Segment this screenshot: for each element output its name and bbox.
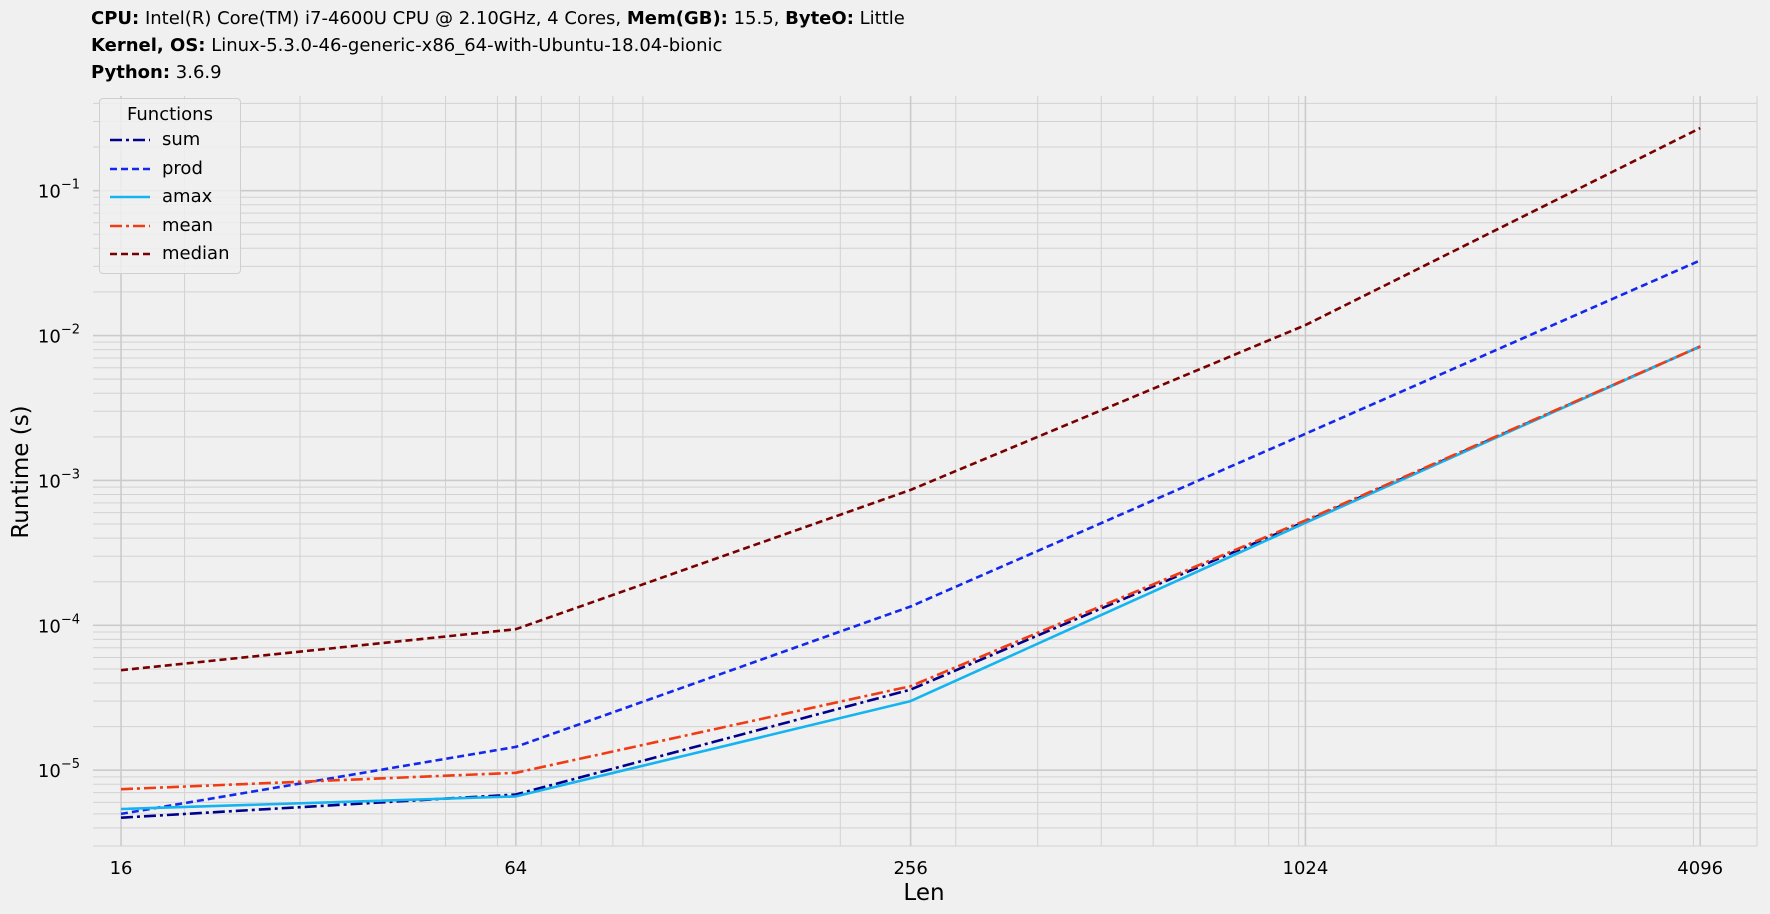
legend: Functions sum prod amax mean median	[99, 98, 241, 274]
header-value: 15.5,	[727, 8, 786, 29]
legend-swatch	[110, 195, 150, 199]
x-tick-label: 4096	[1677, 858, 1723, 879]
header-key: Python	[91, 62, 163, 83]
header-sep: :	[720, 8, 728, 29]
header-key: ByteO	[785, 8, 847, 29]
series-line-sum	[120, 345, 1701, 819]
x-tick-label: 16	[110, 858, 133, 879]
y-tick-label: 10−4	[38, 612, 80, 637]
y-tick-label: 10−3	[38, 467, 80, 492]
tick-labels: 16 64 256 1024 4096 10−5 10−4 10−3 10−2 10−1	[38, 178, 1723, 879]
y-tick-label: 10−2	[38, 323, 80, 348]
header-key: Kernel, OS	[91, 35, 199, 56]
series-line-mean	[120, 345, 1701, 791]
header-line-python: Python: 3.6.9	[91, 62, 222, 84]
legend-title: Functions	[127, 104, 213, 125]
y-axis-label: Runtime (s)	[8, 405, 34, 538]
header-sep: :	[198, 35, 206, 56]
header-key: Mem(GB)	[626, 8, 721, 29]
legend-swatch	[110, 138, 150, 142]
legend-swatch	[110, 167, 150, 170]
header-key: CPU	[91, 8, 133, 29]
header-value: Intel(R) Core(TM) i7-4600U CPU @ 2.10GHz…	[139, 8, 627, 29]
y-tick-label: 10−5	[38, 757, 80, 782]
series-line-amax	[120, 345, 1701, 811]
grid-lines	[93, 96, 1758, 847]
header-value: 3.6.9	[170, 62, 222, 83]
header-sep: :	[162, 62, 171, 83]
series-lines	[120, 126, 1701, 819]
header-sep: :	[132, 8, 140, 29]
header-value: Linux-5.3.0-46-generic-x86_64-with-Ubunt…	[205, 35, 723, 56]
header-line-kernel: Kernel, OS: Linux-5.3.0-46-generic-x86_6…	[91, 35, 722, 57]
series-line-median	[120, 126, 1701, 672]
header-value: Little	[853, 8, 905, 29]
legend-label: mean	[162, 214, 214, 236]
legend-label: sum	[162, 129, 201, 150]
legend-label: median	[162, 243, 230, 264]
series-line-prod	[120, 259, 1701, 816]
legend-swatch	[110, 252, 150, 256]
legend-swatch	[110, 224, 150, 227]
x-axis-label: Len	[903, 880, 944, 906]
y-tick-label: 10−1	[38, 178, 80, 203]
x-tick-label: 64	[504, 858, 527, 879]
header-sep: :	[846, 8, 854, 29]
legend-label: amax	[162, 186, 213, 207]
x-tick-label: 256	[893, 858, 927, 879]
legend-label: prod	[162, 157, 203, 179]
header-line-cpu: CPU: Intel(R) Core(TM) i7-4600U CPU @ 2.…	[91, 8, 905, 30]
x-tick-label: 1024	[1283, 858, 1329, 879]
